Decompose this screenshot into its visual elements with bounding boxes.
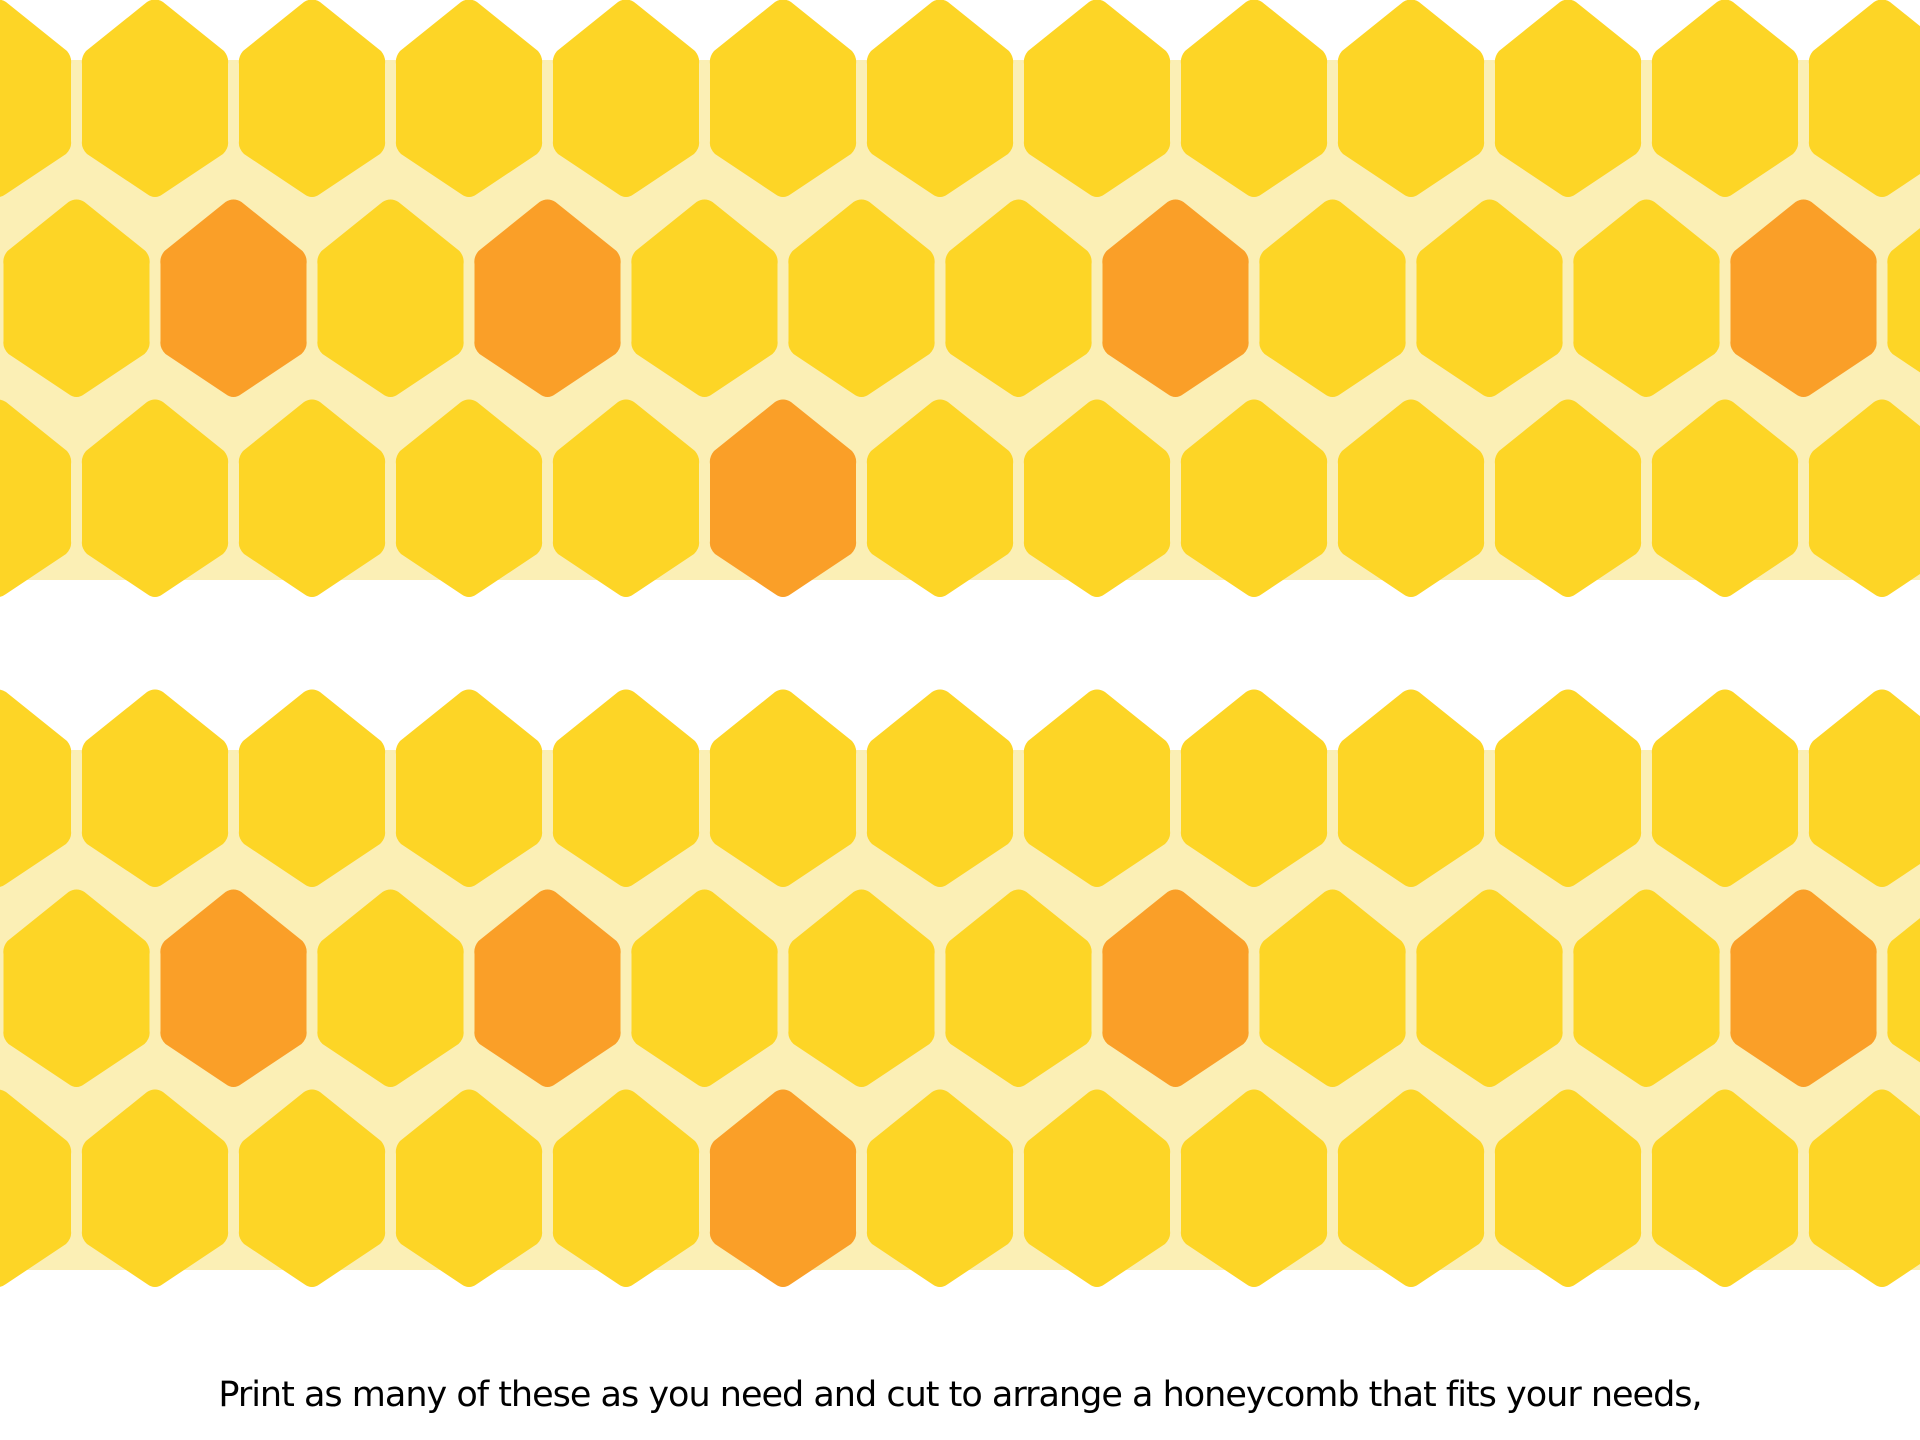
honeycomb-cell [1573,889,1720,1087]
honeycomb-cell [317,889,464,1087]
honeycomb-cell [81,689,229,887]
honeycomb-cell [1180,0,1328,197]
honeycomb-cell [1808,399,1920,597]
honeycomb-cell [395,1089,543,1287]
strip-bottom [0,689,1920,1287]
honeycomb-cell [1808,0,1920,197]
honeycomb-cell [1259,889,1406,1087]
honeycomb-cell [709,0,857,197]
honeycomb-cell [1494,0,1642,197]
honeycomb-cell [1180,689,1328,887]
strip-top [0,0,1920,597]
honeycomb-cell [81,1089,229,1287]
honeycomb-cell [1651,0,1799,197]
honeycomb-cell [238,1089,386,1287]
honeycomb-cell [1651,689,1799,887]
honeycomb-cell [1808,689,1920,887]
honeycomb-cell-orange [1102,199,1249,397]
honeycomb-cell [81,399,229,597]
honeycomb-cell [1259,199,1406,397]
honeycomb-cell [1887,228,1920,373]
honeycomb-cell [1180,399,1328,597]
honeycomb-cell [709,689,857,887]
honeycomb-cell [1337,399,1485,597]
honeycomb-cell [238,399,386,597]
honeycomb-cell-orange [1730,199,1877,397]
honeycomb-cell [866,399,1014,597]
honeycomb-cell [317,199,464,397]
honeycomb-cell [1494,399,1642,597]
honeycomb-cell-orange [160,199,307,397]
honeycomb-cell [788,199,935,397]
honeycomb-cell [1573,199,1720,397]
honeycomb-cell [1416,199,1563,397]
honeycomb-cell [1337,1089,1485,1287]
honeycomb-cell [866,689,1014,887]
honeycomb-cell [1494,689,1642,887]
honeycomb-cell [1023,689,1171,887]
honeycomb-cell [552,0,700,197]
honeycomb-cell [1651,399,1799,597]
honeycomb-cell [1651,1089,1799,1287]
honeycomb-cell-orange [474,199,621,397]
honeycomb-cell [1808,1089,1920,1287]
honeycomb-cell [1337,689,1485,887]
honeycomb-cell [1023,399,1171,597]
honeycomb-cell [1337,0,1485,197]
honeycomb-cell [395,689,543,887]
honeycomb-cell [238,689,386,887]
honeycomb-cell [788,889,935,1087]
honeycomb-cell [1180,1089,1328,1287]
honeycomb-cell [1494,1089,1642,1287]
honeycomb-cell [395,399,543,597]
honeycomb-cell [0,1089,72,1287]
honeycomb-cell [1023,1089,1171,1287]
honeycomb-cell [0,399,72,597]
honeycomb-cell [81,0,229,197]
honeycomb-cell [3,199,150,397]
honeycomb-cell [1023,0,1171,197]
honeycomb-cell [238,0,386,197]
honeycomb-cell-orange [474,889,621,1087]
honeycomb-cell [1887,918,1920,1063]
honeycomb-cell [1416,889,1563,1087]
honeycomb-cell-orange [709,1089,857,1287]
honeycomb-cell [552,1089,700,1287]
honeycomb-cell-orange [160,889,307,1087]
honeycomb-cell [631,889,778,1087]
honeycomb-cell [945,199,1092,397]
honeycomb-cell [866,1089,1014,1287]
honeycomb-cell-orange [1730,889,1877,1087]
honeycomb-cell [552,689,700,887]
honeycomb-cell [866,0,1014,197]
honeycomb-cell [631,199,778,397]
honeycomb-cell [0,689,72,887]
honeycomb-cell-orange [709,399,857,597]
caption-text: Print as many of these as you need and c… [218,1375,1702,1415]
honeycomb-cell-orange [1102,889,1249,1087]
honeycomb-cell [395,0,543,197]
honeycomb-cell [552,399,700,597]
honeycomb-cell [3,889,150,1087]
honeycomb-cell [945,889,1092,1087]
honeycomb-cell [0,0,72,197]
